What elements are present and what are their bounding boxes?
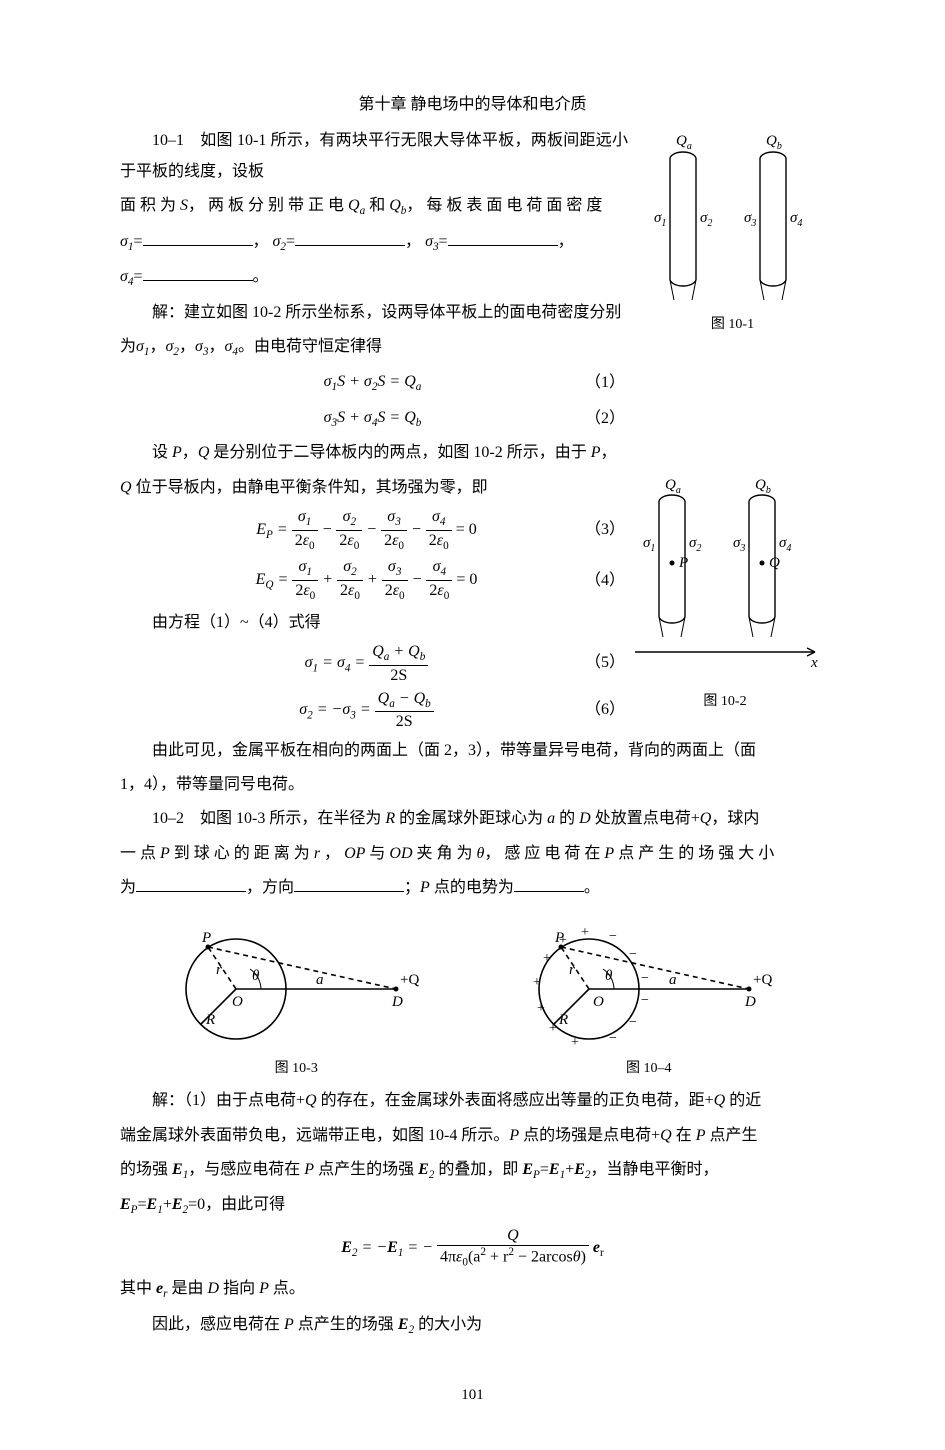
svg-text:O: O bbox=[232, 994, 243, 1010]
equation-5: σ1 = σ4 = Qa + Qb2S （5） bbox=[120, 642, 625, 685]
svg-text:+: + bbox=[571, 1035, 579, 1050]
equation-6: σ2 = −σ3 = Qa − Qb2S （6） bbox=[120, 689, 625, 732]
eq-number-2: （2） bbox=[585, 403, 625, 433]
conclusion-line1: 由此可见，金属平板在相向的两面上（面 2，3），带等量异号电荷，背向的两面上（面 bbox=[120, 736, 825, 766]
svg-text:Qa: Qa bbox=[676, 133, 692, 152]
blank-sigma2 bbox=[295, 229, 405, 246]
solution2-line4: EP=E1+E2=0，由此可得 bbox=[120, 1190, 825, 1221]
blank-sigma1 bbox=[143, 229, 253, 246]
eq-number-3: （3） bbox=[585, 515, 625, 545]
svg-text:P: P bbox=[554, 930, 564, 946]
figure-10-1: Qa Qb σ1 σ2 σ3 σ4 图 10-1 bbox=[640, 130, 825, 339]
svg-text:−: − bbox=[629, 947, 637, 962]
svg-text:σ3: σ3 bbox=[733, 535, 745, 554]
svg-text:−: − bbox=[609, 1031, 617, 1046]
solution2-line3: 的场强 E1，与感应电荷在 P 点产生的场强 E2 的叠加，即 EP=E1+E2… bbox=[120, 1155, 825, 1186]
svg-text:R: R bbox=[558, 1012, 568, 1028]
eq-number-5: （5） bbox=[585, 648, 625, 678]
svg-text:−: − bbox=[641, 971, 649, 986]
figure-10-4-svg: + + + + + + + − − − − − − P r bbox=[519, 914, 779, 1054]
svg-text:P: P bbox=[678, 555, 688, 571]
page-number: 101 bbox=[120, 1381, 825, 1410]
solution2-line5: 其中 er 是由 D 指向 P 点。 bbox=[120, 1274, 825, 1305]
svg-text:−: − bbox=[609, 929, 617, 944]
figure-10-1-caption: 图 10-1 bbox=[640, 312, 825, 339]
chapter-title: 第十章 静电场中的导体和电介质 bbox=[120, 90, 825, 120]
figure-10-1-svg: Qa Qb σ1 σ2 σ3 σ4 bbox=[640, 130, 825, 310]
equation-7: E2 = −E1 = − Q 4πε0(a2 + r2 − 2arcosθ) e… bbox=[120, 1226, 825, 1270]
figure-row: P r θ O R a +Q D 图 10-3 bbox=[120, 914, 825, 1083]
solution2-line2: 端金属球外表面带负电，远端带正电，如图 10-4 所示。P 点的场强是点电荷+Q… bbox=[120, 1121, 825, 1151]
svg-text:r: r bbox=[569, 962, 575, 978]
page: 第十章 静电场中的导体和电介质 Qa Qb σ1 σ2 σ3 bbox=[0, 0, 945, 1450]
svg-text:O: O bbox=[593, 994, 604, 1010]
conclusion-line2: 1，4），带等量同号电荷。 bbox=[120, 770, 825, 800]
equation-1: σ1S + σ2S = Qa （1） bbox=[120, 367, 625, 398]
svg-text:a: a bbox=[316, 972, 324, 988]
svg-text:a: a bbox=[669, 972, 677, 988]
solution2-line6: 因此，感应电荷在 P 点产生的场强 E2 的大小为 bbox=[120, 1310, 825, 1341]
svg-text:P: P bbox=[201, 930, 211, 946]
problem-10-2-line3: 为，方向；P 点的电势为。 bbox=[120, 873, 825, 903]
figure-10-4: + + + + + + + − − − − − − P r bbox=[519, 914, 779, 1083]
svg-text:R: R bbox=[205, 1012, 215, 1028]
svg-text:Q: Q bbox=[769, 555, 780, 571]
eq-number-1: （1） bbox=[585, 368, 625, 398]
svg-text:+: + bbox=[543, 951, 551, 966]
svg-text:+: + bbox=[533, 975, 541, 990]
figure-10-4-caption: 图 10–4 bbox=[519, 1056, 779, 1083]
figure-10-2-svg: Qa Qb σ1 σ2 σ3 σ4 P Q x bbox=[625, 477, 825, 687]
blank-sigma3 bbox=[448, 229, 558, 246]
problem-10-2-line2: 一 点 P 到 球 心 的 距 离 为 r ， OP 与 OD 夹 角 为 θ，… bbox=[120, 839, 825, 869]
svg-text:θ: θ bbox=[605, 968, 613, 984]
svg-text:D: D bbox=[391, 994, 403, 1010]
blank-field-magnitude bbox=[136, 875, 246, 892]
figure-10-3-svg: P r θ O R a +Q D bbox=[166, 914, 426, 1054]
svg-text:+Q: +Q bbox=[400, 972, 419, 988]
svg-text:Qa: Qa bbox=[665, 477, 681, 496]
svg-text:σ3: σ3 bbox=[744, 210, 756, 229]
svg-text:σ1: σ1 bbox=[643, 535, 655, 554]
blank-potential bbox=[514, 875, 584, 892]
svg-text:+Q: +Q bbox=[753, 972, 772, 988]
figure-10-3-caption: 图 10-3 bbox=[166, 1056, 426, 1083]
svg-text:x: x bbox=[810, 655, 818, 671]
svg-text:σ2: σ2 bbox=[700, 210, 712, 229]
figure-10-3: P r θ O R a +Q D 图 10-3 bbox=[166, 914, 426, 1083]
svg-text:σ2: σ2 bbox=[689, 535, 701, 554]
svg-text:+: + bbox=[549, 1021, 557, 1036]
equation-2: σ3S + σ4S = Qb （2） bbox=[120, 403, 625, 434]
svg-text:σ1: σ1 bbox=[654, 210, 666, 229]
svg-text:σ4: σ4 bbox=[779, 535, 791, 554]
blank-sigma4 bbox=[143, 264, 253, 281]
equation-4: EQ = σ12ε0 + σ22ε0 + σ32ε0 − σ42ε0 = 0 （… bbox=[120, 557, 625, 603]
svg-text:Qb: Qb bbox=[766, 133, 782, 152]
svg-text:r: r bbox=[216, 962, 222, 978]
solution-line3: 设 P，Q 是分别位于二导体板内的两点，如图 10-2 所示，由于 P， bbox=[120, 438, 825, 468]
equation-3: EP = σ12ε0 − σ22ε0 − σ32ε0 − σ42ε0 = 0 （… bbox=[120, 507, 625, 553]
figure-10-2-caption: 图 10-2 bbox=[625, 689, 825, 716]
svg-text:+: + bbox=[537, 1001, 545, 1016]
blank-field-direction bbox=[294, 875, 404, 892]
eq-number-6: （6） bbox=[585, 695, 625, 725]
svg-text:Qb: Qb bbox=[755, 477, 771, 496]
svg-text:θ: θ bbox=[252, 968, 260, 984]
solution2-line1: 解：（1）由于点电荷+Q 的存在，在金属球外表面将感应出等量的正负电荷，距+Q … bbox=[120, 1086, 825, 1116]
eq-number-4: （4） bbox=[585, 565, 625, 595]
figure-10-2: Qa Qb σ1 σ2 σ3 σ4 P Q x 图 10-2 bbox=[625, 477, 825, 716]
problem-10-2-line1: 10–2 如图 10-3 所示，在半径为 R 的金属球外距球心为 a 的 D 处… bbox=[120, 804, 825, 834]
svg-text:D: D bbox=[744, 994, 756, 1010]
svg-text:−: − bbox=[641, 993, 649, 1008]
svg-text:+: + bbox=[581, 925, 589, 940]
svg-text:σ4: σ4 bbox=[790, 210, 802, 229]
svg-text:−: − bbox=[629, 1015, 637, 1030]
